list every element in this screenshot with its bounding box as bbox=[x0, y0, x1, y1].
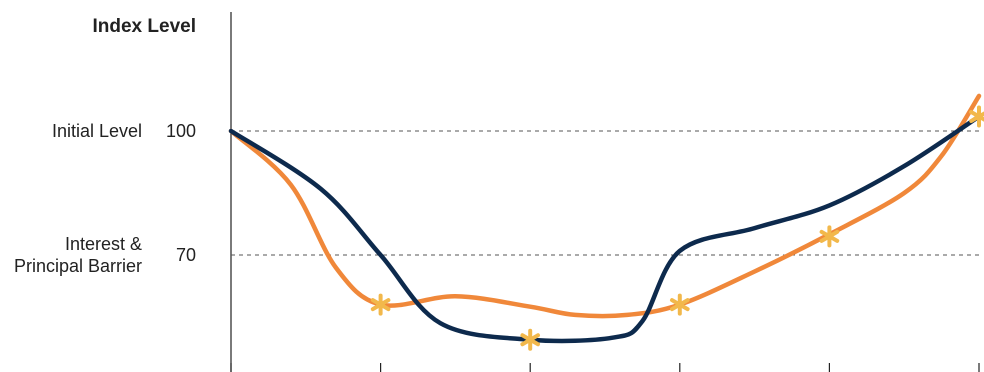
series-line-1 bbox=[228, 93, 982, 319]
series-line-0 bbox=[228, 114, 982, 344]
observation-marker-2 bbox=[670, 293, 690, 316]
reference-lines: 100 Initial Level 70 Interest &Principal Ba… bbox=[14, 121, 979, 276]
y-axis-title: Index Level bbox=[93, 16, 197, 37]
observation-marker-4 bbox=[969, 105, 984, 128]
reference-label-1-1: Principal Barrier bbox=[14, 256, 142, 276]
x-axis-ticks bbox=[230, 363, 980, 372]
observation-marker-1 bbox=[520, 328, 540, 351]
reference-label-1-0: Interest & bbox=[65, 234, 142, 254]
y-tick-label-0: 100 bbox=[166, 121, 196, 141]
observation-marker-0 bbox=[370, 293, 391, 316]
y-tick-label-1: 70 bbox=[176, 245, 196, 265]
reference-label-0-0: Initial Level bbox=[52, 121, 142, 141]
observation-markers bbox=[370, 105, 984, 351]
observation-marker-3 bbox=[819, 225, 840, 248]
series-lines bbox=[228, 93, 982, 344]
